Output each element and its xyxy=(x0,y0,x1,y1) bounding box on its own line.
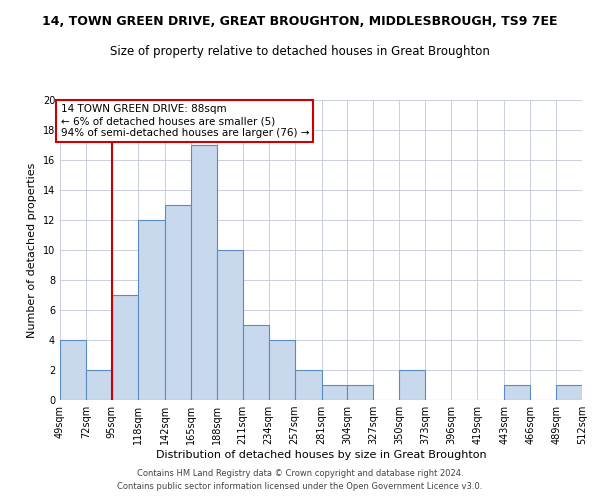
Bar xyxy=(504,385,530,400)
Bar xyxy=(217,250,242,400)
Bar xyxy=(112,295,138,400)
Bar xyxy=(347,385,373,400)
Bar xyxy=(242,325,269,400)
Bar xyxy=(138,220,165,400)
Text: Contains public sector information licensed under the Open Government Licence v3: Contains public sector information licen… xyxy=(118,482,482,491)
Bar xyxy=(60,340,86,400)
Bar xyxy=(165,205,191,400)
Bar xyxy=(556,385,582,400)
Bar xyxy=(86,370,112,400)
Text: Contains HM Land Registry data © Crown copyright and database right 2024.: Contains HM Land Registry data © Crown c… xyxy=(137,468,463,477)
Text: Size of property relative to detached houses in Great Broughton: Size of property relative to detached ho… xyxy=(110,45,490,58)
Text: 14 TOWN GREEN DRIVE: 88sqm
← 6% of detached houses are smaller (5)
94% of semi-d: 14 TOWN GREEN DRIVE: 88sqm ← 6% of detac… xyxy=(61,104,309,138)
X-axis label: Distribution of detached houses by size in Great Broughton: Distribution of detached houses by size … xyxy=(155,450,487,460)
Bar xyxy=(191,145,217,400)
Bar xyxy=(269,340,295,400)
Bar xyxy=(400,370,425,400)
Bar xyxy=(322,385,347,400)
Text: 14, TOWN GREEN DRIVE, GREAT BROUGHTON, MIDDLESBROUGH, TS9 7EE: 14, TOWN GREEN DRIVE, GREAT BROUGHTON, M… xyxy=(42,15,558,28)
Y-axis label: Number of detached properties: Number of detached properties xyxy=(27,162,37,338)
Bar xyxy=(295,370,322,400)
